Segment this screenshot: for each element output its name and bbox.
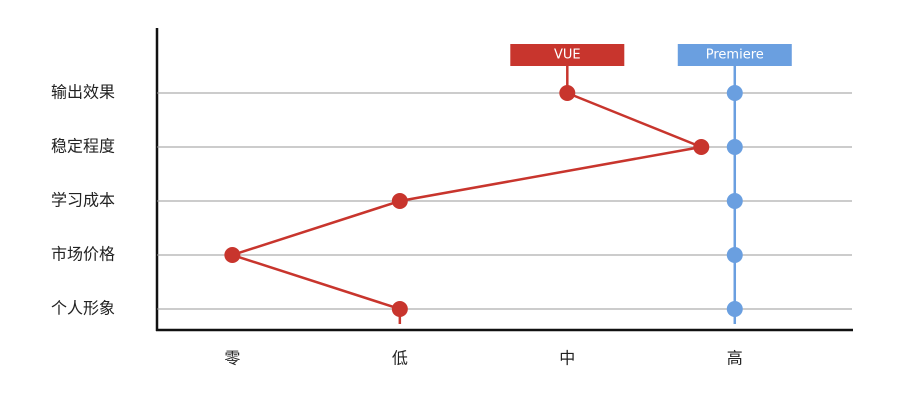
data-point: [726, 85, 743, 101]
data-point: [726, 247, 743, 263]
x-tick-label: 零: [224, 349, 240, 368]
y-tick-label: 学习成本: [51, 191, 115, 210]
legend-box: [510, 44, 625, 66]
legend-label: Premiere: [706, 48, 764, 63]
x-tick-label: 低: [392, 349, 408, 368]
y-tick-label: 市场价格: [51, 245, 115, 264]
data-point: [559, 85, 576, 101]
data-point: [726, 301, 743, 317]
data-point: [726, 139, 743, 155]
legend-box: [677, 44, 792, 66]
legend-label: VUE: [554, 48, 581, 63]
data-point: [391, 193, 408, 209]
data-point: [693, 139, 710, 155]
x-tick-label: 中: [559, 349, 575, 368]
x-tick-label: 高: [727, 349, 743, 368]
y-tick-label: 输出效果: [51, 83, 115, 102]
data-point: [391, 301, 408, 317]
data-point: [726, 193, 743, 209]
y-tick-label: 个人形象: [51, 299, 115, 318]
data-point: [224, 247, 241, 263]
y-tick-label: 稳定程度: [51, 137, 115, 156]
